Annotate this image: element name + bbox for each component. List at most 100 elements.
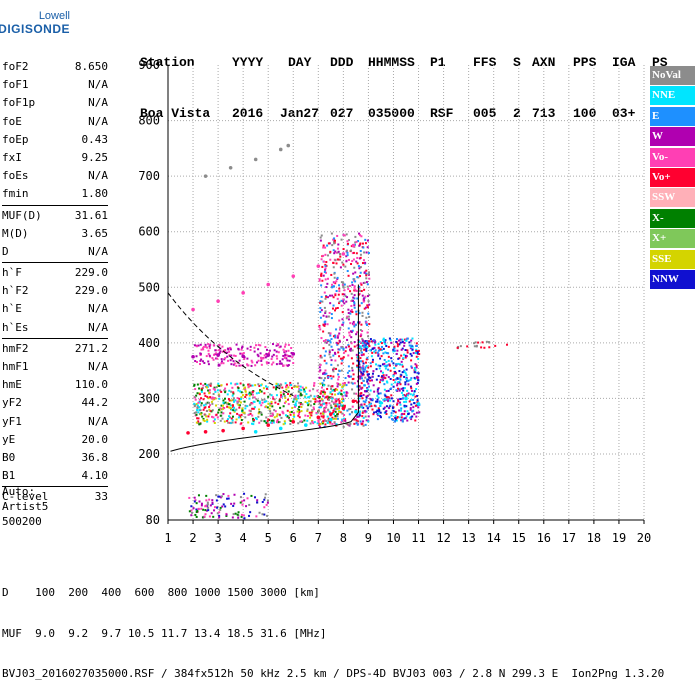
echo-point (276, 418, 279, 421)
echo-point (379, 411, 382, 414)
echo-point (371, 347, 374, 350)
echo-point (273, 409, 276, 412)
echo-point (336, 247, 339, 250)
trace-point-vo- (266, 282, 271, 287)
echo-point (261, 500, 264, 503)
echo-point (361, 360, 364, 363)
echo-point (348, 284, 351, 287)
echo-point (240, 422, 243, 425)
echo-point (198, 406, 201, 409)
echo-point (360, 323, 363, 326)
echo-point (313, 403, 316, 406)
footer-muf: MUF 9.0 9.2 9.7 10.5 11.7 13.4 18.5 31.6… (2, 626, 327, 640)
echo-point (203, 392, 206, 395)
echo-point (320, 272, 323, 275)
echo-point (365, 396, 368, 399)
echo-point (255, 515, 258, 518)
echo-point (372, 370, 375, 373)
echo-point (320, 234, 323, 237)
echo-point (200, 348, 203, 351)
echo-point (290, 351, 293, 354)
echo-point (323, 306, 326, 309)
param-value: 8.650 (74, 60, 108, 73)
echo-point (240, 419, 243, 422)
echo-point (367, 420, 370, 423)
echo-point (298, 401, 301, 404)
param-row: h`Es N/A (2, 319, 108, 337)
header-label: Station (140, 55, 195, 70)
echo-point (188, 510, 191, 513)
echo-point (395, 352, 398, 355)
echo-point (331, 412, 334, 415)
echo-point (359, 403, 362, 406)
echo-point (205, 499, 208, 502)
legend-item-e: E (650, 106, 695, 126)
echo-point (324, 297, 327, 300)
echo-point (360, 290, 363, 293)
echo-point (398, 409, 401, 412)
echo-point (279, 360, 282, 363)
echo-point (290, 347, 293, 350)
echo-point (295, 398, 298, 401)
echo-point (237, 403, 240, 406)
echo-point (358, 385, 361, 388)
echo-point (236, 513, 239, 516)
echo-point (363, 307, 366, 310)
echo-point (308, 389, 311, 392)
echo-point (367, 385, 370, 388)
echo-point (361, 337, 364, 340)
echo-point (304, 396, 307, 399)
echo-point (326, 387, 329, 390)
echo-point (346, 240, 349, 243)
echo-point (216, 389, 219, 392)
param-row: foEs N/A (2, 167, 108, 185)
echo-point (239, 397, 242, 400)
echo-point (356, 415, 359, 418)
echo-point (379, 404, 382, 407)
echo-point (327, 417, 330, 420)
echo-point (379, 378, 382, 381)
echo-point (200, 412, 203, 415)
echo-point (235, 343, 238, 346)
echo-point (359, 242, 362, 245)
echo-point (340, 398, 343, 401)
echo-point (350, 304, 353, 307)
x-tick-label: 7 (315, 531, 322, 545)
echo-point (370, 402, 373, 405)
echo-point (394, 372, 397, 375)
echo-point (202, 404, 205, 407)
echo-point (366, 356, 369, 359)
echo-point (280, 416, 283, 419)
echo-point (209, 504, 212, 507)
header-value: RSF (430, 106, 454, 121)
echo-point (378, 410, 381, 413)
echo-point (344, 419, 347, 422)
logo-lowell: Lowell (38, 10, 70, 22)
echo-point (410, 377, 413, 380)
echo-point (341, 323, 344, 326)
echo-point (325, 271, 328, 274)
echo-point (214, 390, 217, 393)
echo-point (293, 404, 296, 407)
echo-point (250, 364, 253, 367)
echo-point (342, 425, 345, 428)
echo-point (318, 325, 321, 328)
echo-point (352, 362, 355, 365)
echo-point (353, 304, 356, 307)
echo-point (366, 373, 369, 376)
echo-point (346, 251, 349, 254)
echo-point (272, 386, 275, 389)
echo-point (346, 285, 349, 288)
echo-point (253, 406, 256, 409)
echo-point (414, 377, 417, 380)
digisonde-logo: Lowell DIGISONDE (0, 10, 70, 38)
echo-point (244, 390, 247, 393)
param-row: yE 20.0 (2, 431, 108, 449)
echo-point (284, 422, 287, 425)
echo-point (278, 384, 281, 387)
echo-point (409, 385, 412, 388)
echo-point (206, 420, 209, 423)
echo-point (258, 408, 261, 411)
echo-point (205, 415, 208, 418)
echo-point (313, 395, 316, 398)
